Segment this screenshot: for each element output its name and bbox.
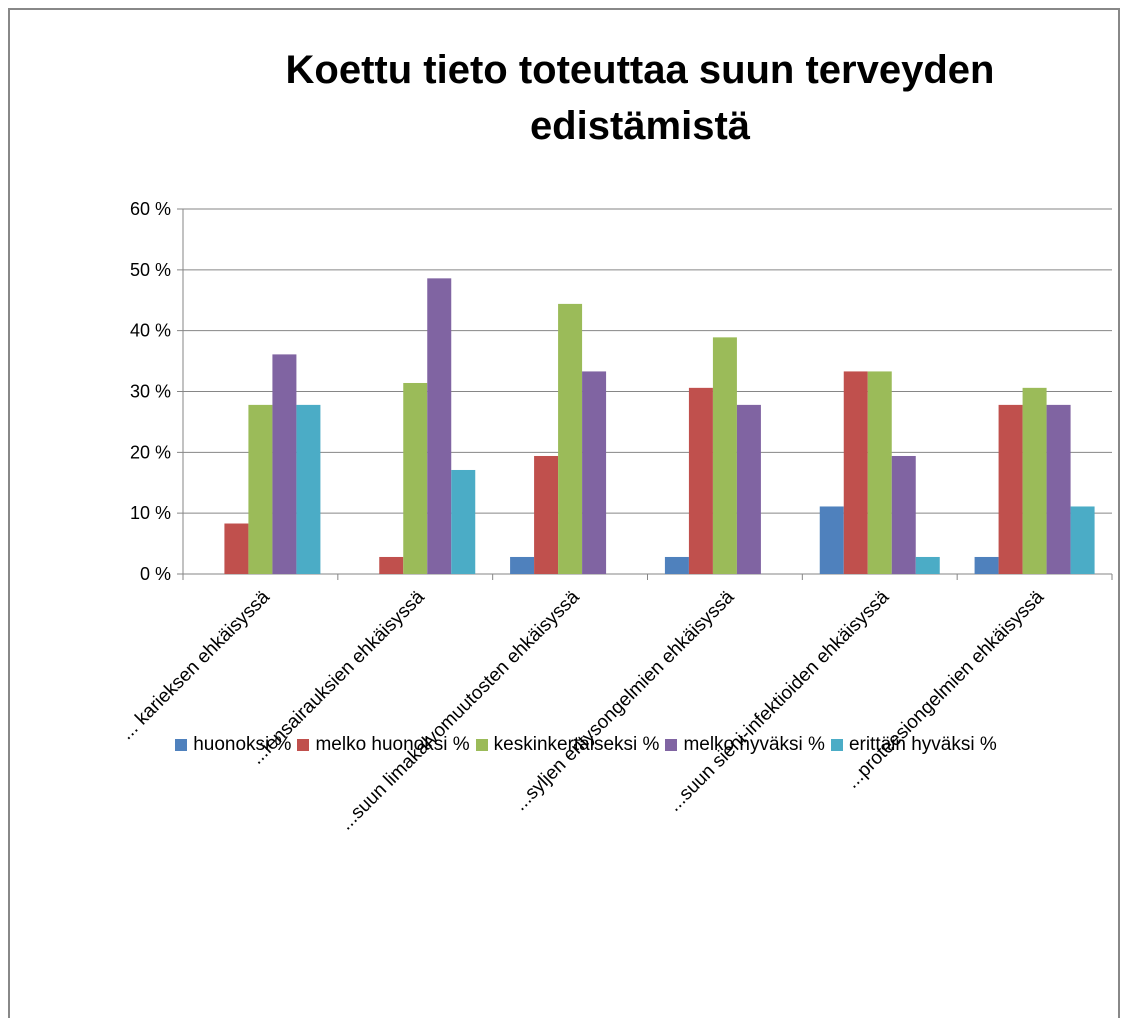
bar (296, 404, 321, 574)
bar (510, 556, 535, 574)
legend-label: keskinkertaiseksi % (493, 734, 660, 755)
y-tick-label: 40 % (130, 321, 171, 341)
bar (248, 404, 273, 574)
legend-item: melko hyväksi % (665, 734, 825, 756)
bar (379, 556, 404, 574)
x-tick-label: ...suun limakalvomuutosten ehkäisyssä (336, 586, 584, 834)
bar (736, 404, 761, 574)
bar (1046, 404, 1071, 574)
legend-label: melko hyväksi % (683, 734, 825, 755)
bar (974, 556, 999, 574)
y-tick-label: 10 % (130, 503, 171, 523)
bar (819, 506, 844, 574)
bar (451, 469, 476, 574)
chart-frame (8, 8, 1120, 1018)
bar (403, 382, 428, 574)
bar (534, 455, 559, 574)
y-tick-label: 50 % (130, 260, 171, 280)
bar (1022, 387, 1047, 574)
y-tick-label: 20 % (130, 442, 171, 462)
bar (688, 387, 713, 574)
legend: huonoksi % melko huonoksi % keskinkertaise… (0, 734, 1132, 756)
legend-item: melko huonoksi % (297, 734, 470, 756)
bar (224, 523, 249, 574)
bar (891, 455, 916, 574)
y-tick-label: 60 % (130, 199, 171, 219)
legend-swatch (665, 739, 678, 751)
y-tick-label: 30 % (130, 382, 171, 402)
legend-item: keskinkertaiseksi % (475, 734, 660, 756)
bar (1070, 506, 1095, 574)
legend-swatch (475, 739, 488, 751)
bar (915, 556, 940, 574)
bar (867, 371, 892, 574)
legend-swatch (830, 739, 843, 751)
legend-label: huonoksi % (193, 734, 292, 755)
legend-swatch (175, 739, 188, 751)
x-tick-label: ... karieksen ehkäisyssä (116, 586, 274, 744)
y-tick-label: 0 % (140, 564, 171, 584)
legend-item: erittäin hyväksi % (830, 734, 997, 756)
legend-label: erittäin hyväksi % (848, 734, 997, 755)
chart-title: Koettu tieto toteuttaa suun terveyden ed… (285, 48, 995, 148)
legend-item: huonoksi % (175, 734, 291, 756)
bar (582, 371, 607, 574)
legend-label: melko huonoksi % (315, 734, 470, 755)
bar (843, 371, 868, 574)
bar (272, 354, 297, 574)
legend-swatch (297, 739, 310, 751)
bar (998, 404, 1023, 574)
bar (427, 278, 452, 574)
bar (712, 337, 737, 574)
bar (558, 303, 583, 574)
bar (664, 556, 689, 574)
